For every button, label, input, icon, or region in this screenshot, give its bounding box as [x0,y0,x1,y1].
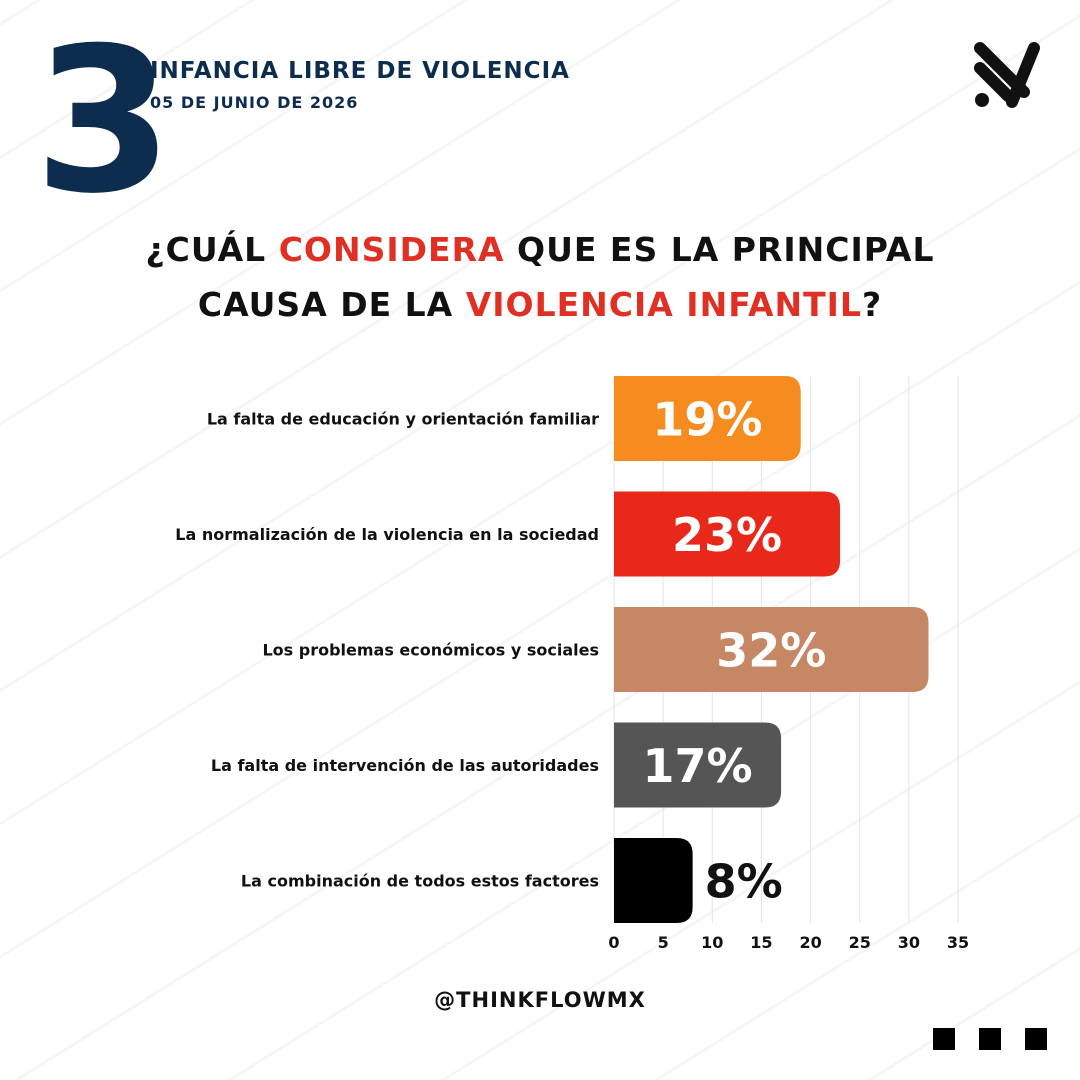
x-tick-label: 35 [947,933,969,952]
category-label: La falta de educación y orientación fami… [207,410,599,429]
question-text: CAUSA DE LA [197,285,466,324]
x-tick-label: 20 [799,933,821,952]
brand-logo-icon [974,42,1040,108]
category-label: La normalización de la violencia en la s… [175,525,599,544]
bar [614,607,929,692]
question-line-1: ¿CUÁL CONSIDERA QUE ES LA PRINCIPAL [0,222,1080,277]
header-title: INFANCIA LIBRE DE VIOLENCIA [150,58,570,84]
page-number: 3 [34,5,173,238]
decorative-square-icon [1025,1028,1047,1050]
x-tick-label: 0 [608,933,619,952]
question-text: QUE ES LA PRINCIPAL [504,230,935,269]
x-tick-label: 30 [898,933,920,952]
question-line-2: CAUSA DE LA VIOLENCIA INFANTIL? [0,277,1080,332]
question-highlight: CONSIDERA [278,230,505,269]
bar [614,491,841,577]
header-date: 05 DE JUNIO DE 2026 [150,93,359,112]
data-label: 23% [672,508,782,562]
decorative-square-icon [979,1028,1001,1050]
survey-question: ¿CUÁL CONSIDERA QUE ES LA PRINCIPAL CAUS… [0,222,1080,332]
x-tick-label: 10 [701,933,723,952]
category-label: La combinación de todos estos factores [241,872,599,891]
question-text: ? [861,285,883,324]
bar [614,838,693,923]
question-text: ¿CUÁL [145,230,279,269]
data-label: 32% [716,624,826,678]
x-tick-label: 5 [658,933,669,952]
bar [614,722,782,808]
bar [614,376,801,461]
social-handle: @THINKFLOWMX [434,988,646,1012]
data-label: 8% [705,855,783,909]
question-highlight: VIOLENCIA INFANTIL [465,285,862,324]
x-tick-label: 15 [750,933,772,952]
data-label: 17% [642,739,752,793]
x-tick-label: 25 [849,933,871,952]
category-label: La falta de intervención de las autorida… [211,756,599,775]
data-label: 19% [652,393,762,447]
decorative-square-icon [933,1028,955,1050]
category-label: Los problemas económicos y sociales [262,641,599,660]
